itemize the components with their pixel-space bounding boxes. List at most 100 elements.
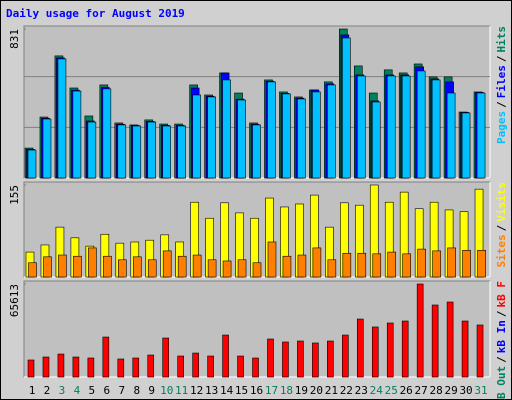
bar bbox=[252, 357, 259, 378]
bar bbox=[237, 259, 247, 278]
x-tick-label: 16 bbox=[250, 384, 263, 397]
x-tick-label: 22 bbox=[340, 384, 353, 397]
legend-entry: Hits bbox=[495, 26, 508, 53]
x-tick-label: 1 bbox=[29, 384, 36, 397]
bar bbox=[431, 304, 439, 378]
bar bbox=[57, 353, 65, 378]
bar bbox=[312, 91, 321, 179]
x-tick-label: 6 bbox=[104, 384, 111, 397]
chart-title: Daily usage for August 2019 bbox=[6, 7, 185, 20]
bar bbox=[476, 324, 484, 378]
bar bbox=[386, 322, 394, 378]
x-tick-label: 7 bbox=[118, 384, 125, 397]
bar bbox=[57, 58, 67, 179]
bar bbox=[207, 355, 214, 378]
bar bbox=[447, 247, 456, 278]
bar bbox=[192, 254, 202, 278]
x-tick-label: 3 bbox=[59, 384, 66, 397]
bar bbox=[432, 250, 441, 278]
legend-entry: kB Out bbox=[495, 366, 508, 400]
bar bbox=[147, 259, 157, 278]
bar bbox=[402, 253, 411, 278]
bar bbox=[267, 338, 274, 378]
bar bbox=[327, 340, 334, 378]
bar bbox=[297, 254, 307, 278]
x-tick-label: 19 bbox=[295, 384, 308, 397]
bar bbox=[42, 356, 50, 378]
x-tick-label: 4 bbox=[74, 384, 81, 397]
x-tick-label: 25 bbox=[385, 384, 398, 397]
bar bbox=[72, 356, 80, 378]
bar bbox=[88, 247, 97, 278]
bar bbox=[87, 357, 95, 378]
bar bbox=[43, 256, 52, 278]
bar bbox=[446, 301, 454, 378]
bar bbox=[147, 121, 157, 179]
legend-entry: Visits bbox=[495, 182, 508, 222]
legend-separator: / bbox=[495, 55, 508, 62]
bar bbox=[417, 248, 426, 278]
legend-entry: kB In bbox=[495, 320, 508, 353]
x-tick-label: 30 bbox=[459, 384, 472, 397]
bar bbox=[372, 253, 382, 278]
bar bbox=[118, 259, 127, 278]
bar bbox=[282, 93, 291, 179]
bar bbox=[461, 320, 469, 378]
bar bbox=[162, 250, 172, 278]
bar bbox=[222, 260, 232, 278]
x-tick-label: 21 bbox=[325, 384, 338, 397]
x-tick-label: 14 bbox=[220, 384, 234, 397]
bar bbox=[267, 241, 277, 278]
bar bbox=[312, 247, 322, 278]
x-tick-label: 24 bbox=[370, 384, 384, 397]
bar bbox=[177, 125, 186, 179]
bar bbox=[297, 98, 306, 179]
bar bbox=[387, 251, 397, 278]
bar bbox=[222, 79, 231, 179]
bar bbox=[297, 340, 304, 378]
bar bbox=[207, 259, 217, 278]
bar bbox=[207, 96, 216, 179]
bar bbox=[252, 124, 261, 179]
bar bbox=[252, 262, 262, 278]
x-tick-label: 20 bbox=[310, 384, 323, 397]
bar bbox=[401, 75, 411, 179]
bar bbox=[117, 358, 125, 378]
x-tick-label: 27 bbox=[415, 384, 428, 397]
legend-entry: Files bbox=[495, 65, 508, 98]
y-tick-label: 65613 bbox=[8, 284, 21, 317]
bar bbox=[162, 125, 172, 179]
x-tick-label: 13 bbox=[205, 384, 218, 397]
bar bbox=[132, 256, 142, 278]
bar bbox=[117, 124, 127, 179]
bar bbox=[132, 125, 142, 179]
x-tick-label: 17 bbox=[265, 384, 278, 397]
bar bbox=[477, 249, 486, 278]
x-tick-label: 10 bbox=[160, 384, 173, 397]
bar bbox=[312, 342, 319, 378]
bar bbox=[28, 262, 37, 278]
x-tick-label: 5 bbox=[89, 384, 96, 397]
x-tick-label: 9 bbox=[148, 384, 155, 397]
bar bbox=[27, 359, 35, 378]
bar bbox=[356, 318, 364, 378]
bar bbox=[342, 37, 351, 179]
x-tick-label: 28 bbox=[430, 384, 443, 397]
x-tick-label: 31 bbox=[474, 384, 487, 397]
x-tick-label: 8 bbox=[133, 384, 140, 397]
bar bbox=[282, 341, 289, 378]
legend-entry: kB F bbox=[495, 281, 508, 308]
bar bbox=[431, 79, 441, 179]
legend: kB Out / kB In / kB F bbox=[495, 281, 508, 400]
legend-separator: / bbox=[495, 224, 508, 231]
bar bbox=[342, 334, 349, 378]
bar bbox=[147, 354, 155, 378]
bar bbox=[162, 337, 170, 378]
bar bbox=[446, 92, 456, 179]
legend-entry: Sites bbox=[495, 234, 508, 267]
bar bbox=[282, 255, 292, 278]
x-tick-label: 29 bbox=[444, 384, 457, 397]
bar bbox=[42, 118, 52, 179]
bar bbox=[87, 121, 97, 179]
